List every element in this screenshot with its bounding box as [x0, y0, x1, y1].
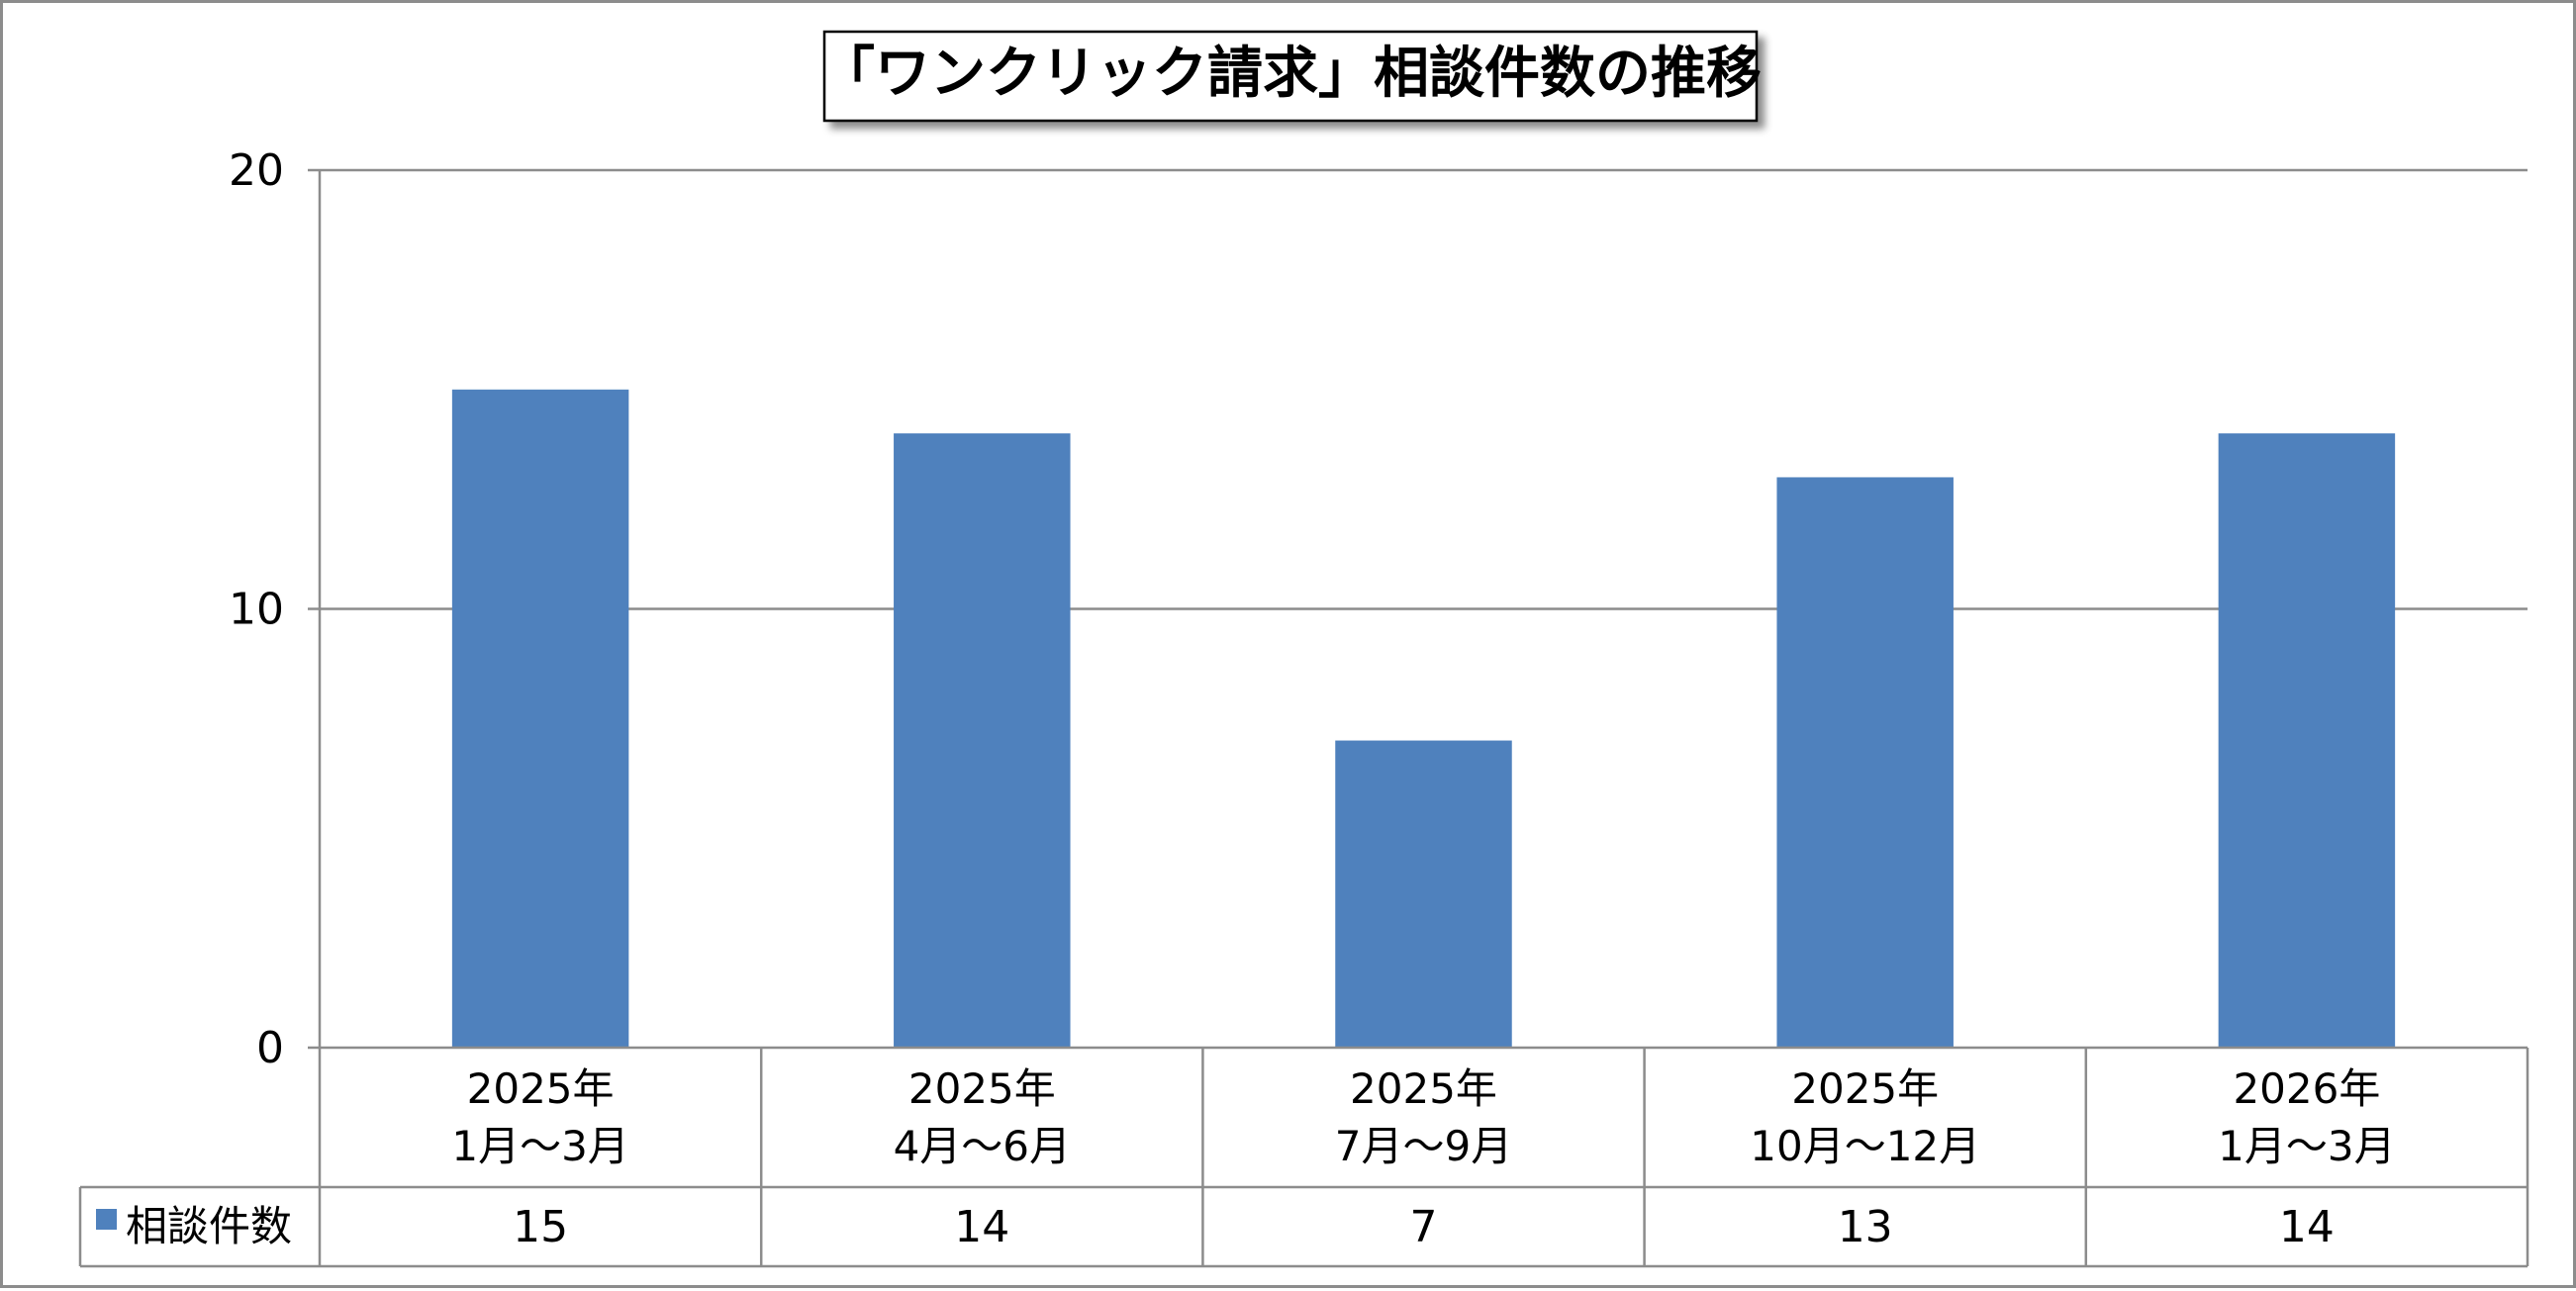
data-table: 2025年 1月～3月 2025年 4月～6月 2025年 7月～9月 2025年 10月～1… [78, 1046, 2529, 1268]
chart-title-box: 「ワンクリック請求」相談件数の推移 [819, 30, 1762, 123]
x-category-label: 10月～12月 [1750, 1122, 1980, 1170]
x-category-label: 2026年 [2233, 1064, 2380, 1113]
data-table-value: 14 [954, 1202, 1009, 1252]
x-category-label: 2025年 [1350, 1064, 1497, 1113]
bar [451, 389, 629, 1048]
y-tick-label: 0 [256, 1023, 284, 1073]
x-category-label: 7月～9月 [1335, 1122, 1512, 1170]
data-table-value: 13 [1838, 1202, 1893, 1252]
data-table-value: 14 [2279, 1202, 2335, 1252]
bar [1335, 740, 1512, 1048]
chart-svg: 「ワンクリック請求」相談件数の推移 0 10 20 2025年 1月～3月 2025年 4… [78, 30, 2529, 1268]
chart-title: 「ワンクリック請求」相談件数の推移 [819, 42, 1762, 106]
x-category-label: 2025年 [1791, 1064, 1939, 1113]
x-category-label: 2025年 [908, 1064, 1056, 1113]
bars [451, 389, 2396, 1049]
gridlines [320, 168, 2528, 610]
data-table-value: 7 [1410, 1202, 1438, 1252]
x-category-label: 1月～3月 [2218, 1122, 2395, 1170]
y-tick-label: 20 [229, 145, 284, 196]
y-axis: 0 10 20 [229, 145, 322, 1266]
legend-swatch [96, 1209, 117, 1230]
x-category-label: 2025年 [467, 1064, 615, 1113]
bar [894, 433, 1071, 1049]
bar [2218, 433, 2396, 1049]
bar [1776, 477, 1954, 1048]
y-tick-label: 10 [229, 585, 284, 635]
x-category-label: 4月～6月 [894, 1122, 1071, 1170]
x-category-label: 1月～3月 [451, 1122, 628, 1170]
data-table-value: 15 [513, 1202, 568, 1252]
legend-label: 相談件数 [126, 1202, 292, 1250]
